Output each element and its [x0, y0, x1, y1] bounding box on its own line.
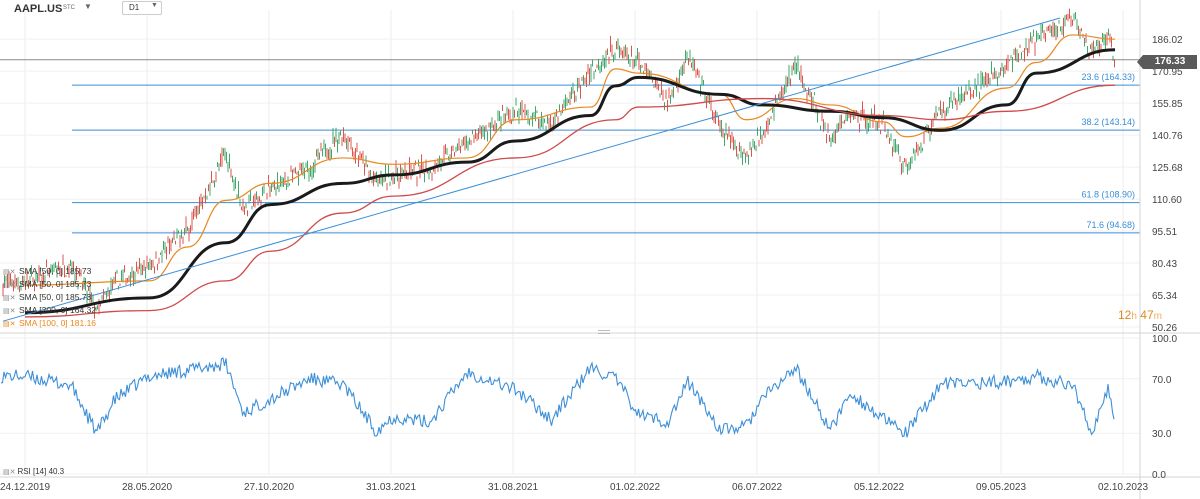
date-tick-label: 31.08.2021 — [488, 482, 538, 493]
price-tick-label: 186.02 — [1152, 35, 1183, 46]
countdown-hours-unit: h — [1131, 311, 1137, 322]
legend-item-label: SMA [50, 0] 185.73 — [19, 279, 92, 289]
price-tick-label: 170.95 — [1152, 67, 1183, 78]
date-tick-label: 24.12.2019 — [0, 482, 50, 493]
date-tick-label: 05.12.2022 — [854, 482, 904, 493]
chart-toolbar: AAPL.US STC ▼ D1 ▼ — [0, 0, 1200, 16]
symbol-suffix: STC — [63, 5, 75, 11]
legend-item-label: SMA [50, 0] 185.73 — [19, 266, 92, 276]
candles-layer — [2, 8, 1115, 319]
fibonacci-label: 71.6 (94.68) — [1086, 220, 1135, 230]
legend-item[interactable]: ▤✕ SMA [50, 0] 185.73 — [3, 292, 91, 302]
indicator-settings-icon[interactable]: ▤✕ — [3, 269, 16, 276]
price-tick-label: 50.26 — [1152, 323, 1177, 334]
rsi-tick-label: 30.0 — [1152, 429, 1172, 440]
timeframe-select[interactable]: D1 ▼ — [122, 1, 162, 15]
chevron-down-icon: ▼ — [151, 2, 158, 9]
sma-50-0-line — [24, 34, 1116, 286]
fibonacci-label: 38.2 (143.14) — [1081, 117, 1135, 127]
fibonacci-layer: 23.6 (164.33) 38.2 (143.14) 61.8 (108.90) 7… — [0, 59, 1140, 234]
rsi-line — [0, 357, 1115, 438]
date-tick-label: 31.03.2021 — [366, 482, 416, 493]
indicator-settings-icon[interactable]: ▤✕ — [3, 308, 16, 315]
legend-item[interactable]: ▤✕ SMA [50, 0] 185.73 — [3, 266, 91, 276]
rsi-tick-label: 70.0 — [1152, 375, 1172, 386]
current-price-tag: 176.33 — [1137, 55, 1197, 69]
trend-line — [2, 17, 1061, 322]
countdown-minutes-unit: m — [1153, 311, 1162, 322]
rsi-legend-label: RSI [14] 40.3 — [17, 467, 65, 476]
indicator-settings-icon[interactable]: ▤✕ — [3, 295, 16, 302]
symbol-dropdown-icon[interactable]: ▼ — [84, 2, 92, 11]
indicator-settings-icon[interactable]: ▤✕ — [3, 321, 16, 328]
countdown-minutes: 47 — [1140, 308, 1154, 322]
countdown-hours: 12 — [1118, 308, 1132, 322]
fibonacci-label: 61.8 (108.90) — [1081, 190, 1135, 200]
trend-channel-layer — [2, 17, 1061, 322]
indicator-settings-icon[interactable]: ▤✕ — [3, 469, 18, 476]
symbol-name[interactable]: AAPL.US — [14, 3, 63, 15]
rsi-legend[interactable]: ▤✕ RSI [14] 40.3 — [3, 467, 64, 476]
candle-countdown: 12h 47m — [1118, 308, 1162, 322]
price-tick-label: 95.51 — [1152, 227, 1177, 238]
price-tick-label: 80.43 — [1152, 259, 1177, 270]
date-tick-label: 06.07.2022 — [732, 482, 782, 493]
moving-averages-layer — [24, 34, 1116, 318]
price-tick-label: 155.85 — [1152, 99, 1183, 110]
price-tick-label: 140.76 — [1152, 131, 1183, 142]
timeframe-value: D1 — [129, 3, 140, 12]
sma-200-0-line — [24, 84, 1116, 318]
indicator-settings-icon[interactable]: ▤✕ — [3, 282, 16, 289]
legend-item-label: SMA [50, 0] 185.73 — [19, 292, 92, 302]
price-tick-label: 125.68 — [1152, 163, 1183, 174]
price-tick-label: 110.60 — [1152, 195, 1182, 206]
legend-item[interactable]: ▤✕ SMA [200, 0] 164.32 — [3, 305, 96, 315]
date-tick-label: 27.10.2020 — [244, 482, 294, 493]
legend-item-label: SMA [200, 0] 164.32 — [19, 305, 97, 315]
legend-item-label: SMA [100, 0] 181.16 — [19, 318, 97, 328]
rsi-layer — [0, 357, 1115, 438]
price-tick-label: 65.34 — [1152, 291, 1177, 302]
legend-item[interactable]: ▤✕ SMA [100, 0] 181.16 — [3, 318, 96, 328]
legend-item[interactable]: ▤✕ SMA [50, 0] 185.73 — [3, 279, 91, 289]
pane-resize-handle[interactable] — [598, 330, 610, 334]
fibonacci-label: 23.6 (164.33) — [1081, 72, 1135, 82]
date-tick-label: 28.05.2020 — [122, 482, 172, 493]
rsi-tick-label: 100.0 — [1152, 334, 1177, 345]
date-tick-label: 09.05.2023 — [976, 482, 1026, 493]
sma-100-0-line — [24, 48, 1116, 315]
date-tick-label: 01.02.2022 — [610, 482, 660, 493]
rsi-tick-label: 0.0 — [1152, 470, 1166, 481]
date-tick-label: 02.10.2023 — [1098, 482, 1148, 493]
